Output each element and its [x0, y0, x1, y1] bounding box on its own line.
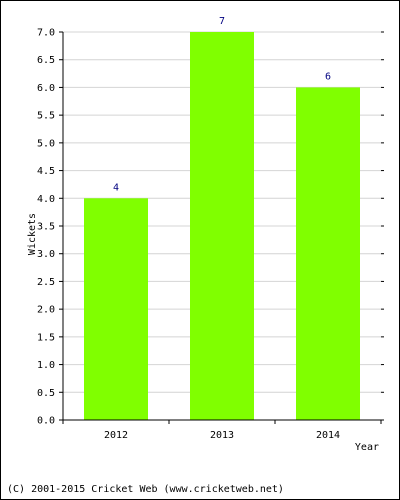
y-tick-label: 6.5	[37, 55, 55, 66]
y-tick-label: 6.0	[37, 83, 55, 94]
x-tick-label-2013: 2013	[210, 430, 234, 441]
bar-2013	[190, 32, 254, 420]
y-tick-label: 5.5	[37, 111, 55, 122]
y-tick-label: 2.0	[37, 305, 55, 316]
y-tick-label: 2.5	[37, 277, 55, 288]
y-tick-label: 5.0	[37, 138, 55, 149]
data-label-2012: 4	[113, 182, 119, 193]
copyright-footer: (C) 2001-2015 Cricket Web (www.cricketwe…	[7, 484, 284, 495]
y-tick-label: 3.0	[37, 249, 55, 260]
x-axis-label: Year	[355, 442, 379, 453]
x-tick-label-2012: 2012	[104, 430, 128, 441]
y-tick-label: 3.5	[37, 222, 55, 233]
y-tick-label: 4.5	[37, 166, 55, 177]
x-tick-label-2014: 2014	[316, 430, 340, 441]
bar-2014	[296, 87, 360, 420]
y-tick-label: 1.5	[37, 332, 55, 343]
data-label-2014: 6	[325, 71, 331, 82]
y-tick-label: 0.0	[37, 416, 55, 427]
y-tick-label: 7.0	[37, 28, 55, 39]
y-axis-label: Wickets	[27, 213, 38, 255]
y-tick-label: 4.0	[37, 194, 55, 205]
bar-2012	[84, 198, 148, 420]
y-tick-label: 0.5	[37, 388, 55, 399]
data-label-2013: 7	[219, 16, 225, 27]
y-tick-label: 1.0	[37, 360, 55, 371]
